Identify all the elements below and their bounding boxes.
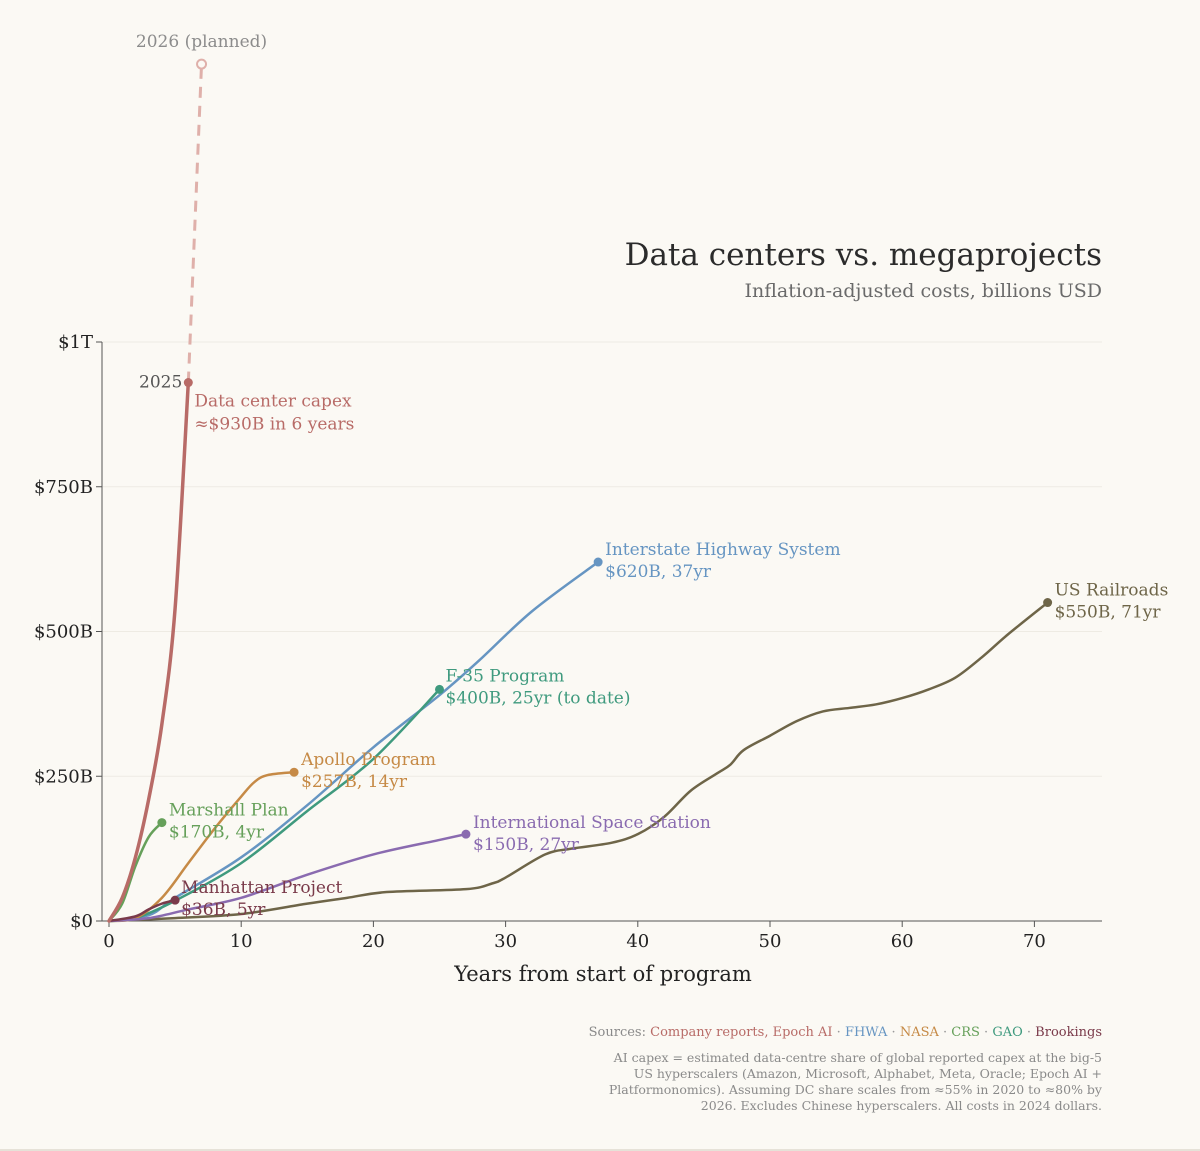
series-line-us-railroads — [107, 601, 1049, 923]
source-fhwa: FHWA — [845, 1025, 888, 1040]
x-axis-label: Years from start of program — [453, 962, 752, 986]
series-label-interstate-highway-system: Interstate Highway System — [605, 540, 840, 560]
x-tick-label: 70 — [1023, 931, 1046, 952]
sources-label: Sources: — [589, 1025, 650, 1040]
series-endpoint-us-railroads — [1043, 598, 1053, 608]
series-label-manhattan-project: Manhattan Project — [181, 878, 342, 898]
series-label-international-space-station: International Space Station — [473, 813, 711, 833]
planned-dashed-line — [186, 64, 204, 383]
series-line-manhattan-project — [107, 898, 177, 923]
y-tick-label: $750B — [34, 477, 93, 498]
series-lines — [107, 58, 1053, 923]
series-endpoint-apollo-program — [289, 767, 299, 777]
x-tick-label: 40 — [626, 931, 649, 952]
sources-line: Sources: Company reports, Epoch AI · FHW… — [589, 1025, 1102, 1040]
series-label-apollo-program: Apollo Program — [300, 750, 436, 770]
footnote-line: AI capex = estimated data-centre share o… — [613, 1050, 1102, 1065]
source-separator: · — [1023, 1025, 1035, 1040]
series-end-tag-data-center-capex: 2025 — [139, 373, 182, 393]
series-endpoint-international-space-station — [461, 829, 471, 839]
series-endpoint-f-35-program — [435, 684, 444, 694]
series-label-data-center-capex: ≈$930B in 6 years — [194, 415, 354, 435]
series-endpoint-marshall-plan — [157, 818, 167, 828]
series-label-us-railroads: $550B, 71yr — [1055, 603, 1162, 623]
series-endpoint-data-center-capex — [183, 378, 193, 388]
axes: $0 $250B $500B $750B $1T 0 10 20 30 40 50 60 70 — [34, 332, 1102, 952]
source-separator: · — [939, 1025, 951, 1040]
series-label-f-35-program: $400B, 25yr (to date) — [446, 688, 631, 708]
series-label-marshall-plan: $170B, 4yr — [169, 823, 265, 843]
series-line-data-center-capex — [107, 380, 191, 923]
y-tick-label: $500B — [34, 622, 93, 643]
chart-subtitle: Inflation-adjusted costs, billions USD — [745, 280, 1103, 302]
source-crs: CRS — [951, 1025, 980, 1040]
chart-title: Data centers vs. megaprojects — [625, 237, 1102, 273]
footnote: AI capex = estimated data-centre share o… — [609, 1050, 1103, 1113]
source-separator: · — [980, 1025, 992, 1040]
series-label-data-center-capex: Data center capex — [194, 392, 352, 412]
planned-label: 2026 (planned) — [136, 32, 267, 52]
series-label-apollo-program: $257B, 14yr — [301, 772, 408, 792]
series-endpoint-manhattan-project — [170, 895, 180, 905]
grid — [102, 341, 1102, 777]
series-label-f-35-program: F-35 Program — [446, 666, 565, 686]
y-tick-label: $0 — [70, 911, 93, 932]
x-tick-label: 50 — [759, 931, 782, 952]
series-label-us-railroads: US Railroads — [1055, 581, 1169, 601]
bottom-rule — [0, 1149, 1200, 1151]
series-labels: 2026 (planned) US Railroads$550B, 71yr Int… — [136, 32, 1168, 920]
footnote-line: US hyperscalers (Amazon, Microsoft, Alph… — [634, 1066, 1102, 1081]
source-brookings: Brookings — [1035, 1025, 1102, 1040]
series-label-manhattan-project: $36B, 5yr — [181, 900, 266, 920]
source-separator: · — [833, 1025, 845, 1040]
x-tick-label: 10 — [230, 931, 253, 952]
source-company-reports-epoch-ai: Company reports, Epoch AI — [650, 1025, 832, 1040]
source-separator: · — [887, 1025, 899, 1040]
series-label-interstate-highway-system: $620B, 37yr — [605, 562, 712, 582]
series-label-marshall-plan: Marshall Plan — [169, 801, 289, 821]
source-gao: GAO — [992, 1025, 1022, 1040]
x-tick-label: 20 — [362, 931, 385, 952]
series-endpoint-interstate-highway-system — [593, 557, 603, 567]
x-tick-label: 30 — [494, 931, 517, 952]
source-nasa: NASA — [900, 1025, 940, 1040]
series-line-international-space-station — [107, 832, 468, 923]
planned-marker — [196, 58, 208, 70]
footnote-line: 2026. Excludes Chinese hyperscalers. All… — [701, 1098, 1102, 1113]
footnote-line: Platformonomics). Assuming DC share scal… — [609, 1082, 1103, 1097]
series-label-international-space-station: $150B, 27yr — [473, 835, 580, 855]
x-tick-label: 60 — [891, 931, 914, 952]
series-line-marshall-plan — [107, 821, 164, 923]
y-tick-label: $250B — [34, 766, 93, 787]
y-tick-label: $1T — [58, 332, 93, 353]
x-tick-label: 0 — [103, 931, 114, 952]
